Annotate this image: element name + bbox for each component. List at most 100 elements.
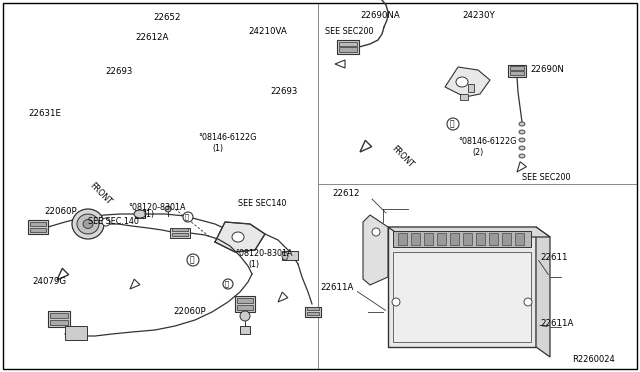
Ellipse shape [282,252,288,260]
Polygon shape [445,67,490,97]
Bar [468,84,474,92]
Polygon shape [215,222,265,252]
Bar [476,233,485,245]
Circle shape [187,254,199,266]
Bar [237,305,253,310]
Text: 22060P: 22060P [173,308,206,317]
Polygon shape [363,215,388,285]
Bar [450,233,459,245]
Text: 22611A: 22611A [320,282,353,292]
FancyBboxPatch shape [65,326,87,340]
Bar [388,227,536,347]
FancyBboxPatch shape [337,40,359,54]
Bar [398,233,407,245]
Circle shape [223,279,233,289]
Text: FRONT: FRONT [390,144,415,170]
Text: Ⓑ: Ⓑ [185,214,189,220]
Text: 22690NA: 22690NA [360,12,400,20]
Bar [170,228,190,238]
Bar [235,296,255,312]
Bar [411,233,420,245]
Bar [460,94,468,100]
Bar [30,222,46,226]
Text: 22611A: 22611A [540,320,573,328]
Polygon shape [536,227,550,357]
Bar [502,233,511,245]
Text: 22690N: 22690N [530,65,564,74]
Text: 22631E: 22631E [28,109,61,119]
Bar [50,313,68,318]
Text: °08146-6122G: °08146-6122G [198,132,257,141]
Text: R2260024: R2260024 [572,356,615,365]
Ellipse shape [456,77,468,87]
Circle shape [372,228,380,236]
Text: Ⓑ: Ⓑ [225,281,229,287]
Text: 24210VA: 24210VA [248,28,287,36]
Bar [172,233,188,236]
Text: °08120-8301A: °08120-8301A [128,202,186,212]
Ellipse shape [232,232,244,242]
Bar [30,228,46,232]
Bar [339,47,357,52]
Bar [510,71,524,75]
Ellipse shape [519,146,525,150]
Ellipse shape [519,122,525,126]
Text: 22693: 22693 [270,87,298,96]
Circle shape [524,298,532,306]
Polygon shape [360,140,372,152]
Ellipse shape [83,219,93,228]
Polygon shape [57,268,68,280]
Circle shape [102,218,110,226]
Ellipse shape [72,209,104,239]
Text: SEE SEC200: SEE SEC200 [522,173,570,182]
Bar [50,320,68,325]
FancyBboxPatch shape [28,220,48,234]
Text: °08120-8301A: °08120-8301A [235,250,292,259]
Text: °08146-6122G: °08146-6122G [458,138,516,147]
Text: FRONT: FRONT [88,181,113,207]
Bar [135,210,145,218]
Bar [307,307,319,310]
Bar [463,233,472,245]
Text: (1): (1) [248,260,259,269]
Text: Ⓑ: Ⓑ [450,119,454,128]
Polygon shape [278,292,288,302]
Bar [282,251,298,260]
Bar [515,233,524,245]
Text: SEE SEC140: SEE SEC140 [238,199,286,208]
Circle shape [392,298,400,306]
FancyBboxPatch shape [48,311,70,327]
Ellipse shape [77,214,99,234]
Text: (1): (1) [143,211,154,219]
Bar [339,42,357,46]
Ellipse shape [519,138,525,142]
Text: 22612A: 22612A [135,32,168,42]
Circle shape [240,311,250,321]
Polygon shape [517,162,526,172]
Ellipse shape [134,210,146,218]
FancyBboxPatch shape [305,307,321,317]
Circle shape [165,206,171,212]
Text: Ⓑ: Ⓑ [189,256,195,264]
FancyBboxPatch shape [508,65,526,77]
Bar [172,228,188,231]
Bar [393,231,531,247]
Text: (2): (2) [472,148,483,157]
Ellipse shape [519,154,525,158]
Text: (1): (1) [212,144,223,153]
Text: SEE SEC200: SEE SEC200 [325,28,374,36]
Text: 22060P: 22060P [44,208,77,217]
Text: 24230Y: 24230Y [462,12,495,20]
Bar [437,233,446,245]
Circle shape [447,118,459,130]
Bar [240,326,250,334]
Bar [237,298,253,303]
Ellipse shape [519,130,525,134]
Bar [424,233,433,245]
Text: SEE SEC.140: SEE SEC.140 [88,218,139,227]
Circle shape [183,212,193,222]
Bar [510,66,524,70]
Polygon shape [388,227,550,237]
Polygon shape [130,279,140,289]
Text: 22611: 22611 [540,253,568,262]
